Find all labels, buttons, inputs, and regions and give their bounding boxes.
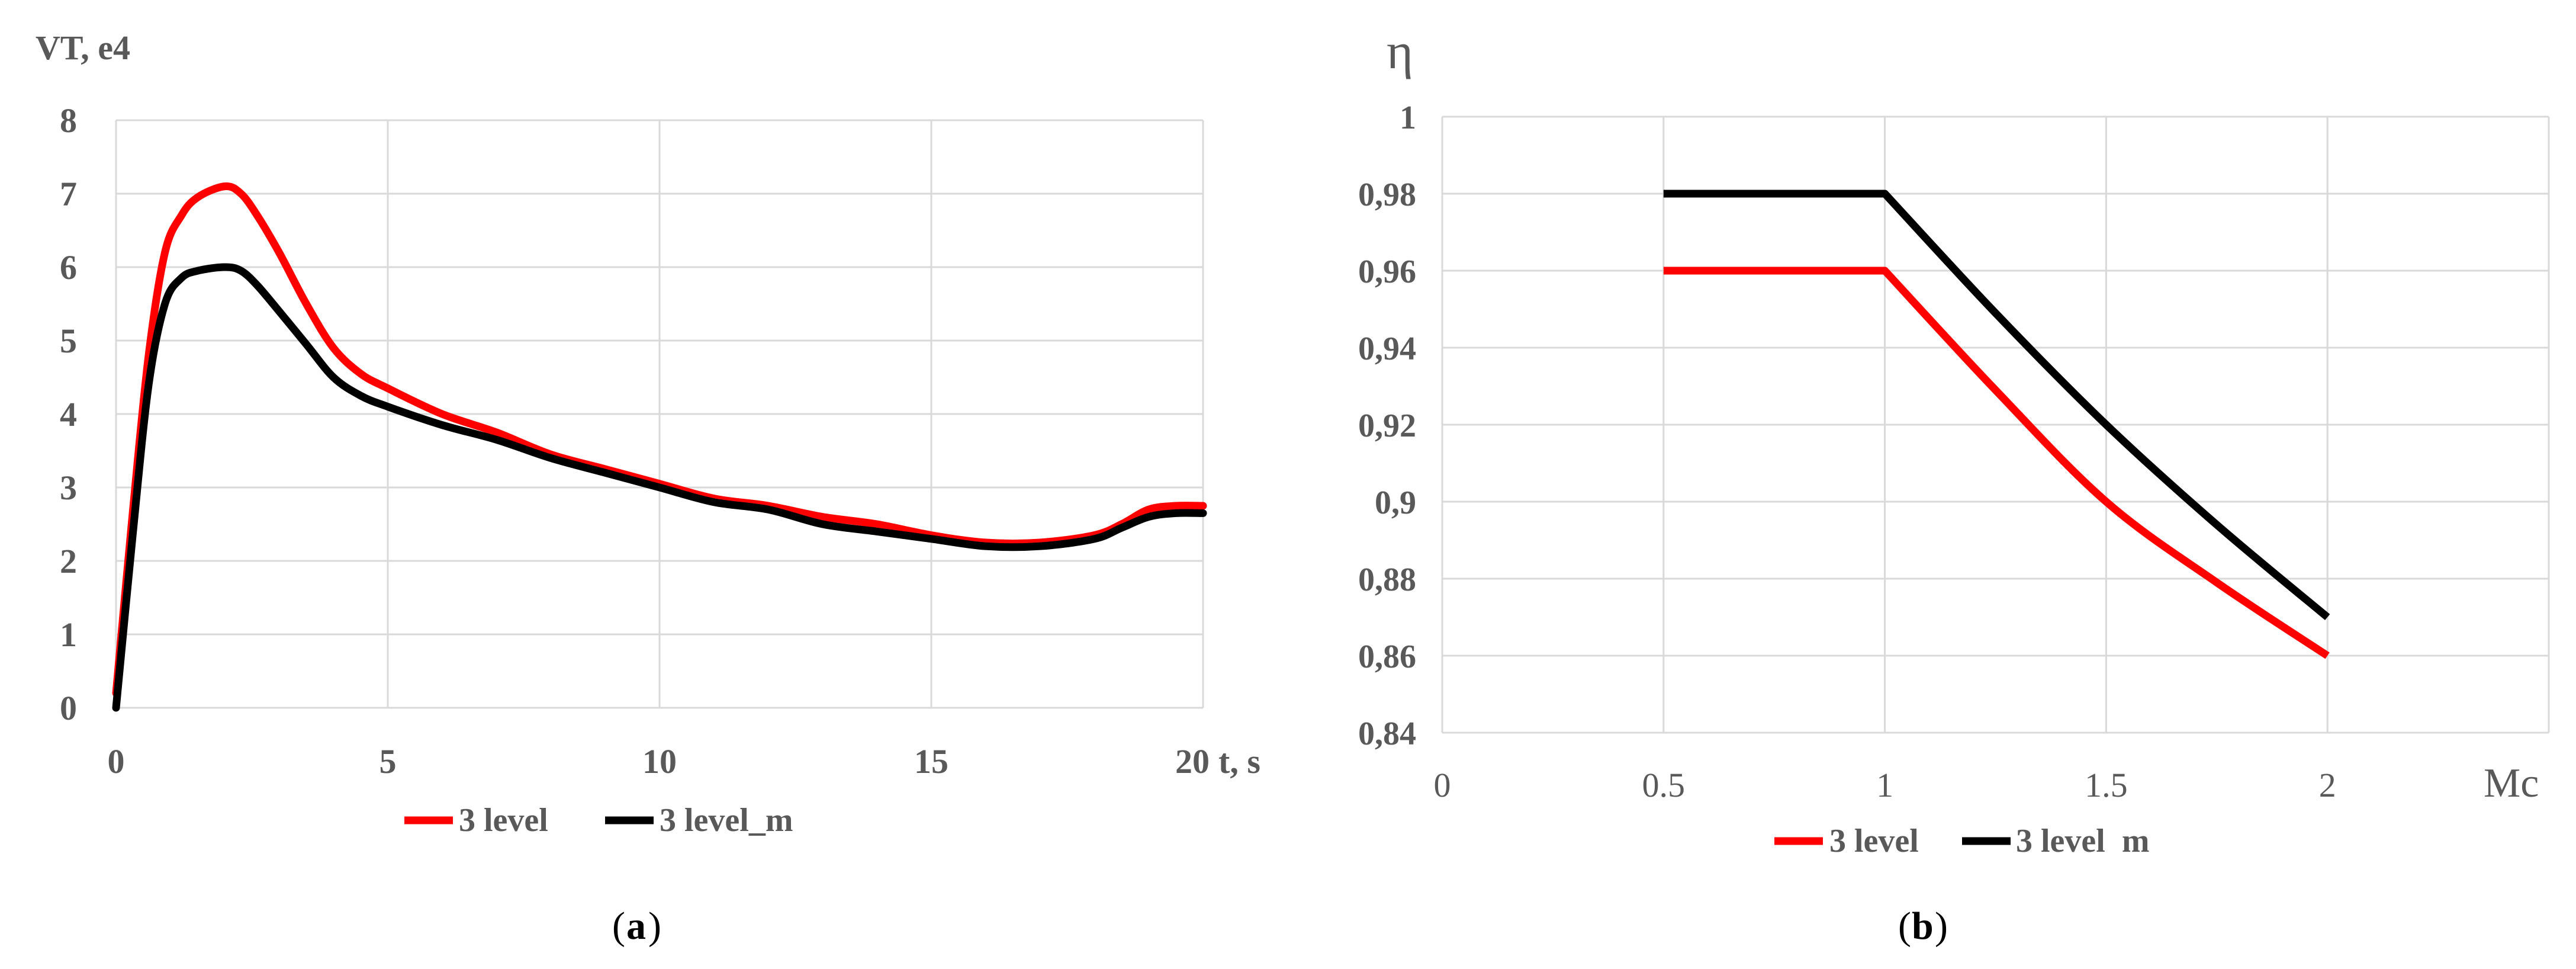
y-tick-label-a: 8 [60, 101, 77, 140]
x-tick-label-a: 20 [1175, 742, 1210, 781]
tick-labels-a: 0 1 2 3 4 5 6 7 8 0 5 10 15 20 [60, 101, 1210, 781]
y-tick-label-b: 0,92 [1358, 408, 1416, 444]
caption-a: ( a ) [612, 904, 661, 948]
y-tick-label-b: 0,84 [1358, 715, 1416, 752]
y-tick-label-b: 0,98 [1358, 177, 1416, 213]
series-lines-b [1663, 190, 2330, 659]
svg-text:): ) [648, 904, 661, 948]
x-tick-label-a: 15 [914, 742, 948, 781]
x-tick-label-b: 1.5 [2085, 766, 2128, 804]
y-tick-label-b: 0,86 [1358, 638, 1416, 675]
x-tick-label-b: 0 [1434, 766, 1451, 804]
series-line-b-0 [1663, 267, 2330, 659]
x-axis-title-a: t, s [1218, 742, 1260, 781]
y-tick-label-b: 0,96 [1358, 254, 1416, 290]
svg-text:): ) [1935, 904, 1948, 948]
legend-b: 3 level 3 level m [1774, 823, 2149, 859]
caption-letter-a: a [626, 904, 646, 948]
chart-panel-b: 0,84 0,86 0,88 0,9 0,92 0,94 0,96 0,98 1 0 0.5 1 1.5… [1358, 23, 2550, 948]
caption-b: ( b ) [1898, 904, 1948, 948]
x-tick-label-a: 0 [108, 742, 125, 781]
y-tick-label-b: 0,94 [1358, 331, 1416, 367]
x-tick-label-b: 2 [2319, 766, 2336, 804]
y-tick-label-a: 7 [60, 175, 77, 213]
x-axis-title-b: Mc [2484, 761, 2539, 806]
series-line-b-1 [1663, 190, 2330, 620]
x-tick-label-b: 1 [1876, 766, 1893, 804]
series-lines-a [112, 182, 1207, 712]
legend-label-a-0: 3 level [459, 802, 548, 839]
grid-a [115, 119, 1204, 709]
x-tick-label-b: 0.5 [1642, 766, 1686, 804]
caption-letter-b: b [1912, 904, 1934, 948]
y-tick-label-b: 1 [1400, 100, 1416, 136]
y-tick-label-a: 2 [60, 542, 77, 580]
y-tick-label-a: 5 [60, 322, 77, 360]
svg-text:(: ( [612, 904, 625, 948]
svg-text:(: ( [1898, 904, 1911, 948]
chart-panel-a: 0 1 2 3 4 5 6 7 8 0 5 10 15 20 VT, e4 t, s 3 level 3 … [36, 28, 1260, 948]
legend-label-b-1: 3 level m [2016, 823, 2149, 859]
series-line-a-1 [112, 263, 1207, 712]
grid-b [1441, 115, 2550, 734]
legend-label-b-0: 3 level [1829, 823, 1919, 859]
y-tick-label-a: 3 [60, 469, 77, 507]
y-axis-title-b: η [1387, 23, 1413, 79]
y-tick-label-a: 0 [60, 689, 77, 727]
y-tick-label-a: 4 [60, 395, 77, 434]
x-tick-label-a: 5 [380, 742, 397, 781]
x-tick-label-a: 10 [642, 742, 677, 781]
y-tick-label-b: 0,9 [1375, 484, 1416, 521]
legend-a: 3 level 3 level_m [404, 802, 793, 839]
y-tick-label-a: 1 [60, 615, 77, 654]
y-axis-title-a: VT, e4 [36, 28, 130, 67]
y-tick-label-a: 6 [60, 248, 77, 287]
y-tick-label-b: 0,88 [1358, 561, 1416, 598]
tick-labels-b: 0,84 0,86 0,88 0,9 0,92 0,94 0,96 0,98 1 0 0.5 1 1.5… [1358, 100, 2336, 804]
legend-label-a-1: 3 level_m [660, 802, 793, 839]
